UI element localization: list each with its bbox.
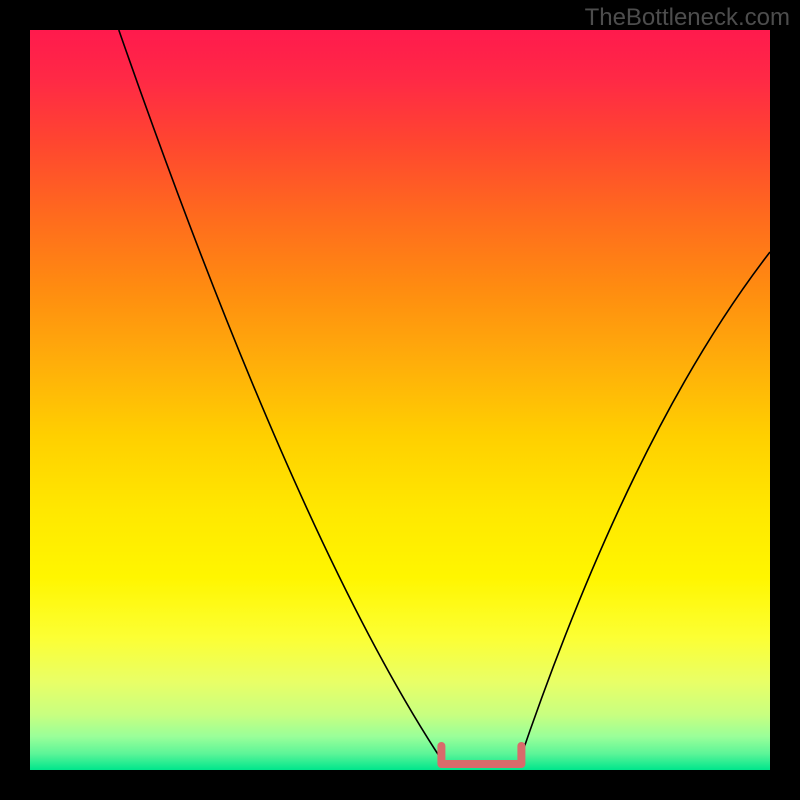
gradient-background <box>30 30 770 770</box>
chart-svg <box>0 0 800 800</box>
chart-frame: TheBottleneck.com <box>0 0 800 800</box>
